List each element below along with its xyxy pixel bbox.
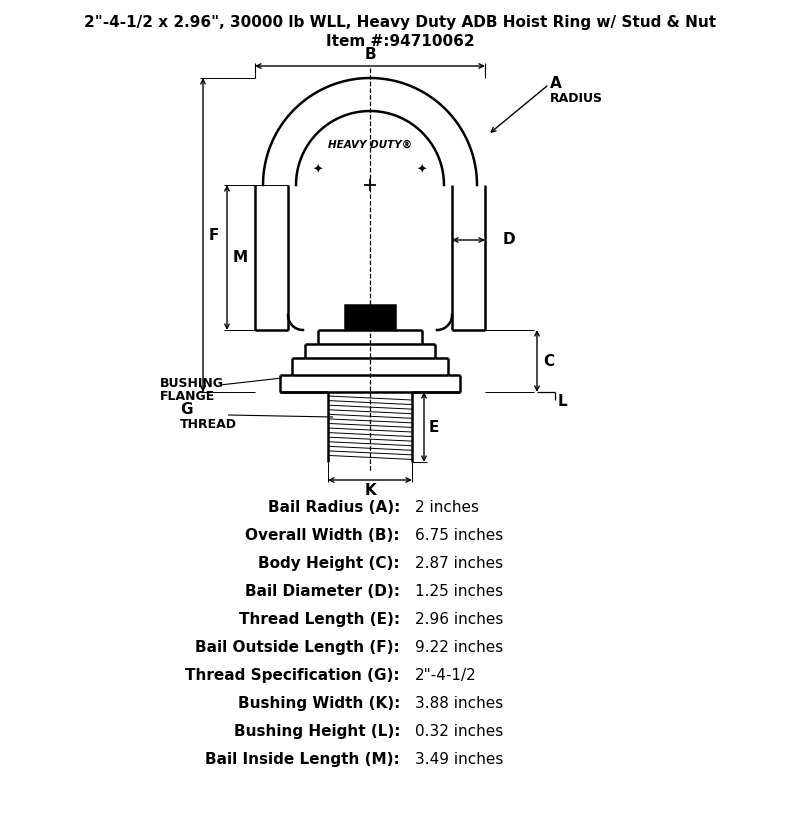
Text: Thread Specification (G):: Thread Specification (G): [186, 668, 400, 683]
Text: Body Height (C):: Body Height (C): [258, 556, 400, 571]
Text: THREAD: THREAD [180, 419, 237, 432]
Text: BUSHING: BUSHING [160, 377, 224, 390]
Text: 9.22 inches: 9.22 inches [415, 640, 503, 655]
Text: ✦: ✦ [313, 164, 323, 177]
Text: FLANGE: FLANGE [160, 390, 215, 403]
Text: 2"-4-1/2: 2"-4-1/2 [415, 668, 477, 683]
Text: C: C [543, 354, 554, 369]
Text: Item #:94710062: Item #:94710062 [326, 34, 474, 49]
Text: M: M [233, 250, 248, 265]
Text: Overall Width (B):: Overall Width (B): [246, 528, 400, 543]
Text: B: B [364, 47, 376, 62]
Text: 2.87 inches: 2.87 inches [415, 556, 503, 571]
Text: Bail Diameter (D):: Bail Diameter (D): [245, 584, 400, 599]
Text: A: A [550, 75, 562, 91]
Text: D: D [503, 233, 516, 247]
Text: HEAVY DUTY®: HEAVY DUTY® [328, 139, 412, 149]
Text: 3.88 inches: 3.88 inches [415, 696, 503, 711]
Text: Bail Inside Length (M):: Bail Inside Length (M): [206, 752, 400, 767]
Text: RADIUS: RADIUS [550, 92, 603, 105]
Polygon shape [345, 305, 395, 330]
Text: Bushing Width (K):: Bushing Width (K): [238, 696, 400, 711]
Text: 0.32 inches: 0.32 inches [415, 724, 503, 739]
Text: Bail Radius (A):: Bail Radius (A): [268, 500, 400, 515]
Text: 2.96 inches: 2.96 inches [415, 612, 503, 627]
Text: 2 inches: 2 inches [415, 500, 479, 515]
Text: F: F [209, 228, 219, 242]
Text: E: E [429, 419, 439, 435]
Text: 2"-4-1/2 x 2.96", 30000 lb WLL, Heavy Duty ADB Hoist Ring w/ Stud & Nut: 2"-4-1/2 x 2.96", 30000 lb WLL, Heavy Du… [84, 15, 716, 30]
Text: Bail Outside Length (F):: Bail Outside Length (F): [195, 640, 400, 655]
Text: K: K [364, 483, 376, 498]
Text: ✦: ✦ [417, 164, 427, 177]
Text: 1.25 inches: 1.25 inches [415, 584, 503, 599]
Text: G: G [180, 402, 193, 418]
Text: Thread Length (E):: Thread Length (E): [239, 612, 400, 627]
Text: Bushing Height (L):: Bushing Height (L): [234, 724, 400, 739]
Text: 6.75 inches: 6.75 inches [415, 528, 503, 543]
Text: 3.49 inches: 3.49 inches [415, 752, 503, 767]
Text: L: L [558, 395, 568, 410]
